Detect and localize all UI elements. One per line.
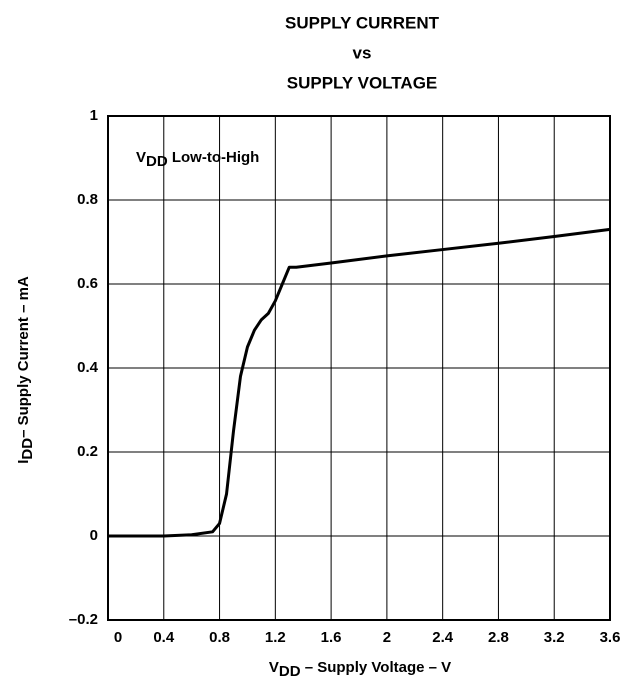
y-tick-label: –0.2 — [69, 611, 98, 628]
y-tick-label: 0.2 — [77, 443, 98, 460]
data-line — [108, 227, 611, 538]
annotation-part: V — [136, 149, 146, 166]
chart-title: SUPPLY CURRENT — [285, 13, 440, 32]
x-tick-label: 0.4 — [153, 629, 175, 646]
x-tick-label: 2.4 — [432, 629, 454, 646]
x-tick-label: 1.2 — [265, 629, 286, 646]
chart-title: vs — [353, 43, 372, 62]
x-label-part: V — [269, 659, 279, 676]
x-axis-label: VDD – Supply Voltage – V — [269, 659, 451, 680]
x-tick-label: 3.2 — [544, 629, 565, 646]
plot-frame — [107, 115, 611, 621]
annotation: VDD Low-to-High — [136, 149, 259, 170]
y-label-sub: DD — [19, 438, 36, 460]
chart-title: SUPPLY VOLTAGE — [287, 73, 438, 92]
x-tick-label: 2 — [383, 629, 391, 646]
annotation-sub: DD — [146, 153, 168, 170]
annotation-part: Low-to-High — [168, 149, 260, 166]
y-tick-label: 0 — [90, 527, 98, 544]
y-label-part: – Supply Current – mA — [15, 276, 32, 438]
y-tick-label: 1 — [90, 107, 98, 124]
x-tick-label: 3.6 — [600, 629, 621, 646]
x-label-sub: DD — [279, 663, 301, 680]
y-tick-label: 0.6 — [77, 275, 98, 292]
x-tick-label: 0.8 — [209, 629, 230, 646]
y-tick-label: 0.4 — [77, 359, 99, 376]
x-tick-label: 1.6 — [321, 629, 342, 646]
x-tick-label: 0 — [114, 629, 122, 646]
y-tick-label: 0.8 — [77, 191, 98, 208]
y-axis-label: IDD– Supply Current – mA — [15, 276, 36, 464]
x-tick-label: 2.8 — [488, 629, 509, 646]
y-label-part: I — [15, 460, 32, 464]
x-label-part: – Supply Voltage – V — [301, 659, 452, 676]
